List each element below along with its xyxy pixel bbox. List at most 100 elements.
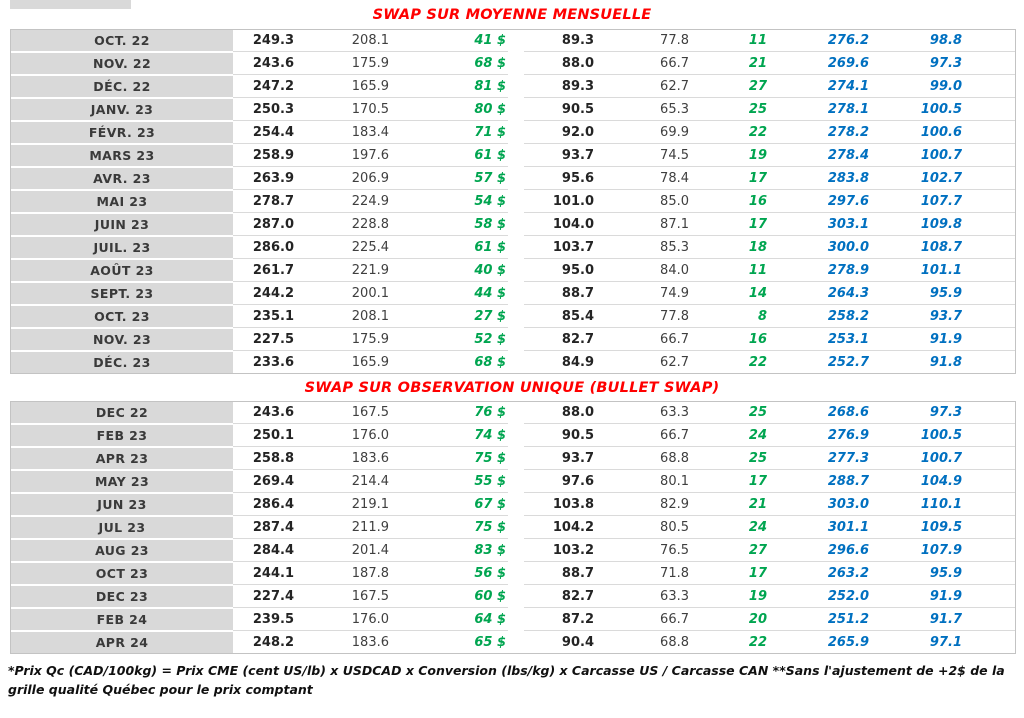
value-cell: 90.5 — [524, 97, 596, 120]
bullet-swap-table: DEC 22 243.6 167.5 76 $ 88.0 63.3 25 268.6 97.3 F… — [10, 401, 1016, 654]
row-pad — [964, 469, 1015, 492]
table-row: SEPT. 23 244.2 200.1 44 $ 88.7 74.9 14 264.3 95.… — [11, 281, 1015, 304]
value-cell: 71 $ — [391, 120, 508, 143]
value-cell: 278.7 — [233, 189, 296, 212]
value-cell: 167.5 — [351, 405, 389, 420]
table-row: DEC 23 227.4 167.5 60 $ 82.7 63.3 19 252.0 91.9 — [11, 584, 1015, 607]
value-cell: 60 $ — [391, 584, 508, 607]
column-gap — [508, 30, 524, 51]
row-pad — [964, 350, 1015, 373]
value-cell: 247.2 — [233, 74, 296, 97]
value-cell: 93.7 — [871, 304, 964, 327]
value-cell: 75 $ — [391, 446, 508, 469]
row-pad — [964, 166, 1015, 189]
column-gap — [508, 166, 524, 189]
value-cell: 92.0 — [524, 120, 596, 143]
value-cell: 274.1 — [769, 74, 871, 97]
value-cell: 244.2 — [233, 281, 296, 304]
value-cell: 24 — [691, 423, 769, 446]
value-cell: 89.3 — [561, 33, 594, 48]
month-label: OCT. 23 — [11, 304, 233, 327]
value-cell: 84.9 — [524, 350, 596, 373]
value-cell: 183.4 — [296, 120, 391, 143]
value-cell: 22 — [691, 350, 769, 373]
value-cell: 95.9 — [871, 281, 964, 304]
value-cell: 224.9 — [296, 189, 391, 212]
value-cell: 288.7 — [769, 469, 871, 492]
value-cell: 104.2 — [524, 515, 596, 538]
value-cell: 252.7 — [769, 350, 871, 373]
value-cell: 284.4 — [233, 538, 296, 561]
value-cell: 44 $ — [391, 281, 508, 304]
column-gap — [508, 446, 524, 469]
value-cell: 278.9 — [769, 258, 871, 281]
value-cell: 61 $ — [391, 235, 508, 258]
value-cell: 97.1 — [871, 630, 964, 653]
value-cell: 208.1 — [296, 304, 391, 327]
value-cell: 55 $ — [391, 469, 508, 492]
value-cell: 82.9 — [596, 492, 691, 515]
row-pad — [964, 607, 1015, 630]
value-cell: 21 — [691, 51, 769, 74]
monthly-swap-title: SWAP SUR MOYENNE MENSUELLE — [372, 6, 652, 23]
table-row: MARS 23 258.9 197.6 61 $ 93.7 74.5 19 278.4 100.… — [11, 143, 1015, 166]
value-cell: 244.1 — [233, 561, 296, 584]
table-row: JUN 23 286.4 219.1 67 $ 103.8 82.9 21 303.0 110.… — [11, 492, 1015, 515]
value-cell: 76 $ — [474, 405, 506, 420]
value-cell: 82.7 — [524, 584, 596, 607]
value-cell: 269.6 — [769, 51, 871, 74]
value-cell: 287.4 — [233, 515, 296, 538]
value-cell: 107.7 — [871, 189, 964, 212]
column-gap — [508, 97, 524, 120]
table-row: AVR. 23 263.9 206.9 57 $ 95.6 78.4 17 283.8 102.… — [11, 166, 1015, 189]
row-pad — [964, 143, 1015, 166]
table-row: FÉVR. 23 254.4 183.4 71 $ 92.0 69.9 22 278.2 100… — [11, 120, 1015, 143]
value-cell: 17 — [691, 212, 769, 235]
value-cell: 11 — [691, 258, 769, 281]
value-cell: 103.2 — [524, 538, 596, 561]
value-cell: 16 — [691, 189, 769, 212]
value-cell: 68 $ — [391, 51, 508, 74]
value-cell: 78.4 — [596, 166, 691, 189]
row-pad — [964, 446, 1015, 469]
table-row: FEB 24 239.5 176.0 64 $ 87.2 66.7 20 251.2 91.7 — [11, 607, 1015, 630]
column-gap — [508, 189, 524, 212]
column-gap — [508, 350, 524, 373]
value-cell: 16 — [691, 327, 769, 350]
value-cell: 25 — [691, 446, 769, 469]
month-label: DEC 23 — [11, 584, 233, 607]
value-cell: 286.0 — [233, 235, 296, 258]
value-cell: 27 — [691, 538, 769, 561]
value-cell: 71.8 — [596, 561, 691, 584]
value-cell: 27 — [691, 74, 769, 97]
value-cell: 66.7 — [596, 607, 691, 630]
value-cell: 90.4 — [524, 630, 596, 653]
value-cell: 100.6 — [871, 120, 964, 143]
value-cell: 93.7 — [524, 446, 596, 469]
value-cell: 249.3 — [252, 33, 294, 48]
column-gap — [508, 423, 524, 446]
column-gap — [508, 212, 524, 235]
value-cell: 97.6 — [524, 469, 596, 492]
value-cell: 276.2 — [827, 33, 869, 48]
value-cell: 287.0 — [233, 212, 296, 235]
value-cell: 243.6 — [233, 51, 296, 74]
value-cell: 297.6 — [769, 189, 871, 212]
month-label: FÉVR. 23 — [11, 120, 233, 143]
table-row: DEC 22 243.6 167.5 76 $ 88.0 63.3 25 268.6 97.3 — [11, 402, 1015, 423]
value-cell: 278.2 — [769, 120, 871, 143]
value-cell: 235.1 — [233, 304, 296, 327]
table-row: JUL 23 287.4 211.9 75 $ 104.2 80.5 24 301.1 109.… — [11, 515, 1015, 538]
value-cell: 99.0 — [871, 74, 964, 97]
value-cell: 66.7 — [596, 51, 691, 74]
value-cell: 250.1 — [233, 423, 296, 446]
column-gap — [508, 561, 524, 584]
row-pad — [964, 97, 1015, 120]
column-gap — [508, 327, 524, 350]
value-cell: 261.7 — [233, 258, 296, 281]
value-cell: 25 — [748, 405, 767, 420]
value-cell: 54 $ — [391, 189, 508, 212]
bullet-swap-rows: DEC 22 243.6 167.5 76 $ 88.0 63.3 25 268.6 97.3 F… — [11, 402, 1015, 653]
table-row: OCT 23 244.1 187.8 56 $ 88.7 71.8 17 263.2 95.9 — [11, 561, 1015, 584]
row-pad — [964, 327, 1015, 350]
